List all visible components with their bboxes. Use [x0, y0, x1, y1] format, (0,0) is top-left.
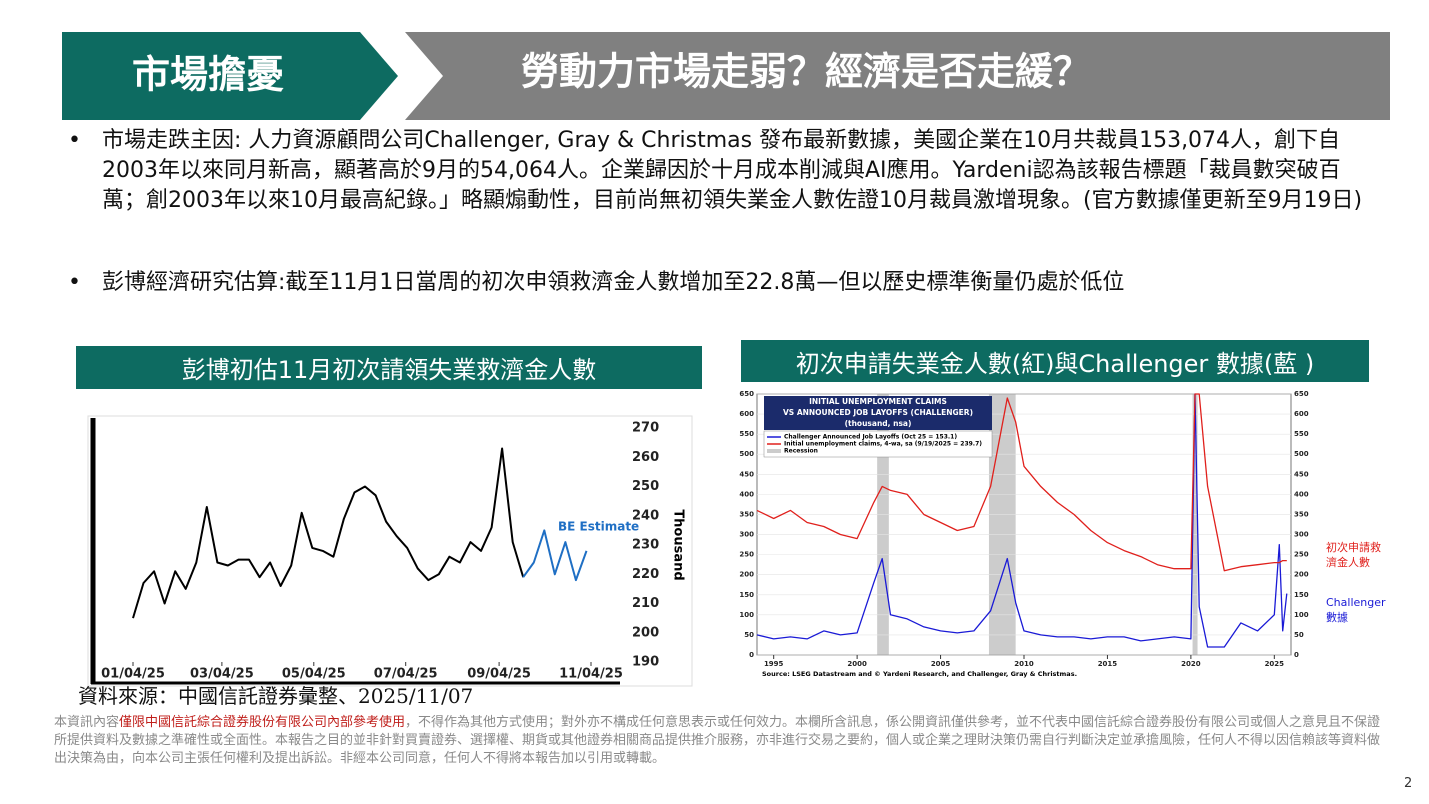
left-heading: 彭博初估11月初次請領失業救濟金人數: [76, 346, 702, 389]
bullet-text: 市場走跌主因: 人力資源顧問公司Challenger, Gray & Chris…: [102, 128, 1363, 213]
y-tick-label: 150: [1294, 591, 1309, 599]
y-tick-label: 550: [739, 430, 754, 438]
y-tick-label: 220: [632, 567, 659, 582]
x-tick-label: 2015: [1098, 660, 1118, 668]
side-label: 濟金人數: [1326, 555, 1370, 569]
bullet: • 市場走跌主因: 人力資源顧問公司Challenger, Gray & Chri…: [68, 126, 1378, 216]
header-title: 勞動力市場走弱？經濟是否走緩？: [521, 50, 1091, 94]
y-tick-label: 450: [739, 470, 754, 478]
x-tick-label: 1995: [764, 660, 784, 668]
y-tick-label: 400: [739, 490, 754, 498]
legend-box: [763, 430, 993, 458]
y-tick-label: 300: [1294, 531, 1309, 539]
x-tick-label: 03/04/25: [190, 667, 254, 682]
disclaimer-text: ，不得作為其他方式使用；對外亦不構成任何意思表示或任何效力。本欄所含訊息，係公開…: [54, 715, 1381, 766]
left-chart: 190 200 210 220 230 240 250 260 270 01/04/25 03/04…: [90, 418, 686, 685]
inner-title: INITIAL UNEMPLOYMENT CLAIMS: [809, 397, 947, 406]
y-tick-label: 190: [632, 655, 659, 670]
legend-label: Recession: [784, 448, 818, 455]
y-tick-label: 100: [1294, 611, 1309, 619]
x-tick-label: 05/04/25: [282, 667, 346, 682]
y-tick-label: 150: [739, 591, 754, 599]
y-tick-label: 600: [739, 410, 754, 418]
recession-band: [988, 394, 1016, 655]
y-tick-label: 200: [632, 625, 659, 640]
y-tick-label: 240: [632, 508, 659, 523]
y-tick-label: 650: [1294, 390, 1309, 398]
series-line: [522, 529, 588, 582]
bullet-text: 彭博經濟研究估算:截至11月1日當周的初次申領救濟金人數增加至22.8萬—但以歷…: [102, 270, 1125, 295]
x-tick-label: 2005: [931, 660, 951, 668]
y-tick-label: 250: [632, 479, 659, 494]
x-tick-label: 01/04/25: [101, 667, 165, 682]
series-line: [756, 393, 1288, 648]
series-line: [132, 447, 525, 619]
y-tick-label: 50: [744, 631, 754, 639]
annotation: BE Estimate: [558, 520, 639, 534]
header-tag: 市場擔憂: [132, 53, 284, 97]
y-tick-label: 250: [739, 551, 754, 559]
x-tick-label: 2025: [1265, 660, 1285, 668]
x-tick-label: 2020: [1181, 660, 1201, 668]
left-chart-frame: [87, 415, 693, 687]
y-tick-label: 550: [1294, 430, 1309, 438]
side-label: 初次申請救: [1326, 540, 1381, 554]
series-line: [756, 393, 1287, 572]
x-tick-label: 2000: [847, 660, 867, 668]
y-tick-label: 500: [1294, 450, 1309, 458]
y-tick-label: 500: [739, 450, 754, 458]
y-tick-label: 270: [632, 421, 659, 436]
tag-shape: [62, 32, 398, 120]
legend-label: Initial unemployment claims, 4-wa, sa (9…: [784, 441, 982, 448]
y-tick-label: 230: [632, 538, 659, 553]
x-tick-label: 2010: [1014, 660, 1034, 668]
disclaimer-highlight: 僅限中國信託綜合證券股份有限公司內部參考使用: [119, 715, 406, 730]
y-tick-label: 400: [1294, 490, 1309, 498]
x-tick-label: 11/04/25: [559, 667, 623, 682]
y-tick-label: 0: [749, 651, 754, 659]
side-label: Challenger: [1326, 596, 1386, 609]
recession-band: [877, 394, 889, 655]
source-note: 資料來源：中國信託證券彙整、2025/11/07: [78, 684, 474, 708]
right-chart: 0 0 50 50 100 100 150 150 200 200 250 250 300 300 350 3…: [739, 390, 1386, 678]
title-shape: [405, 32, 1390, 120]
y-tick-label: 300: [739, 531, 754, 539]
y-tick-label: 350: [739, 510, 754, 518]
disclaimer: 本資訊內容僅限中國信託綜合證券股份有限公司內部參考使用，不得作為其他方式使用；對…: [54, 714, 1390, 768]
disclaimer-text: 本資訊內容: [54, 715, 120, 730]
y-tick-label: 210: [632, 596, 659, 611]
y-tick-label: 100: [739, 611, 754, 619]
inner-title-box: [764, 396, 992, 430]
y-tick-label: 350: [1294, 510, 1309, 518]
inner-title: (thousand, nsa): [845, 419, 912, 428]
y-tick-label: 250: [1294, 551, 1309, 559]
x-tick-label: 07/04/25: [374, 667, 438, 682]
y-tick-label: 200: [739, 571, 754, 579]
legend-label: Challenger Announced Job Layoffs (Oct 25…: [784, 434, 957, 441]
chart-source: Source: LSEG Datastream and © Yardeni Re…: [762, 670, 1077, 678]
recession-band: [1192, 394, 1198, 655]
inner-title: VS ANNOUNCED JOB LAYOFFS (CHALLENGER): [783, 408, 973, 417]
y-tick-label: 260: [632, 450, 659, 465]
legend-swatch: [767, 449, 781, 453]
page-number: 2: [1404, 776, 1413, 791]
side-label: 數據: [1326, 610, 1348, 624]
y-tick-label: 600: [1294, 410, 1309, 418]
right-heading: 初次申請失業金人數(紅)與Challenger 數據(藍 ): [741, 340, 1369, 382]
y-tick-label: 450: [1294, 470, 1309, 478]
bullet: • 彭博經濟研究估算:截至11月1日當周的初次申領救濟金人數增加至22.8萬—但以…: [68, 268, 1378, 298]
y-tick-label: 650: [739, 390, 754, 398]
y-axis-label: Thousand: [671, 509, 686, 580]
y-tick-label: 50: [1294, 631, 1304, 639]
y-tick-label: 0: [1294, 651, 1299, 659]
x-tick-label: 09/04/25: [467, 667, 531, 682]
y-tick-label: 200: [1294, 571, 1309, 579]
